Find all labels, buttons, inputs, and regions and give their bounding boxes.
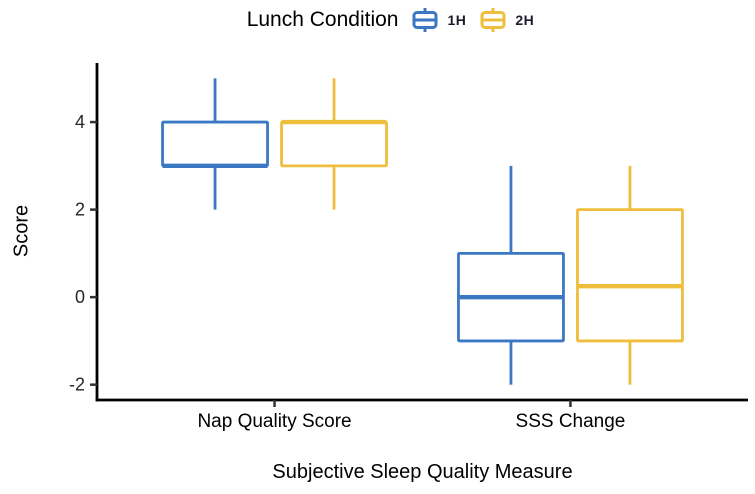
legend: Lunch Condition 1H 2H — [0, 5, 755, 35]
y-axis-title: Score — [10, 204, 33, 258]
boxplot-key-icon — [412, 8, 438, 32]
y-tick-label: 4 — [75, 112, 85, 132]
box-sss-change-2h — [576, 208, 684, 343]
y-tick-label: 0 — [75, 287, 85, 307]
x-category-label: SSS Change — [516, 411, 626, 432]
legend-item-2h: 2H — [478, 7, 534, 33]
legend-item-label: 2H — [515, 12, 535, 28]
x-category-label: Nap Quality Score — [197, 411, 351, 432]
y-tick-label: -2 — [69, 375, 85, 395]
legend-item-label: 1H — [447, 12, 467, 28]
boxplot-key-icon — [480, 8, 506, 32]
y-tick-label: 2 — [75, 200, 85, 220]
box-nap-quality-score-2h — [280, 120, 388, 168]
x-axis-title: Subjective Sleep Quality Measure — [272, 461, 573, 483]
legend-item-1h: 1H — [410, 7, 466, 33]
box-nap-quality-score-1h — [161, 120, 269, 168]
legend-title: Lunch Condition — [246, 8, 399, 31]
